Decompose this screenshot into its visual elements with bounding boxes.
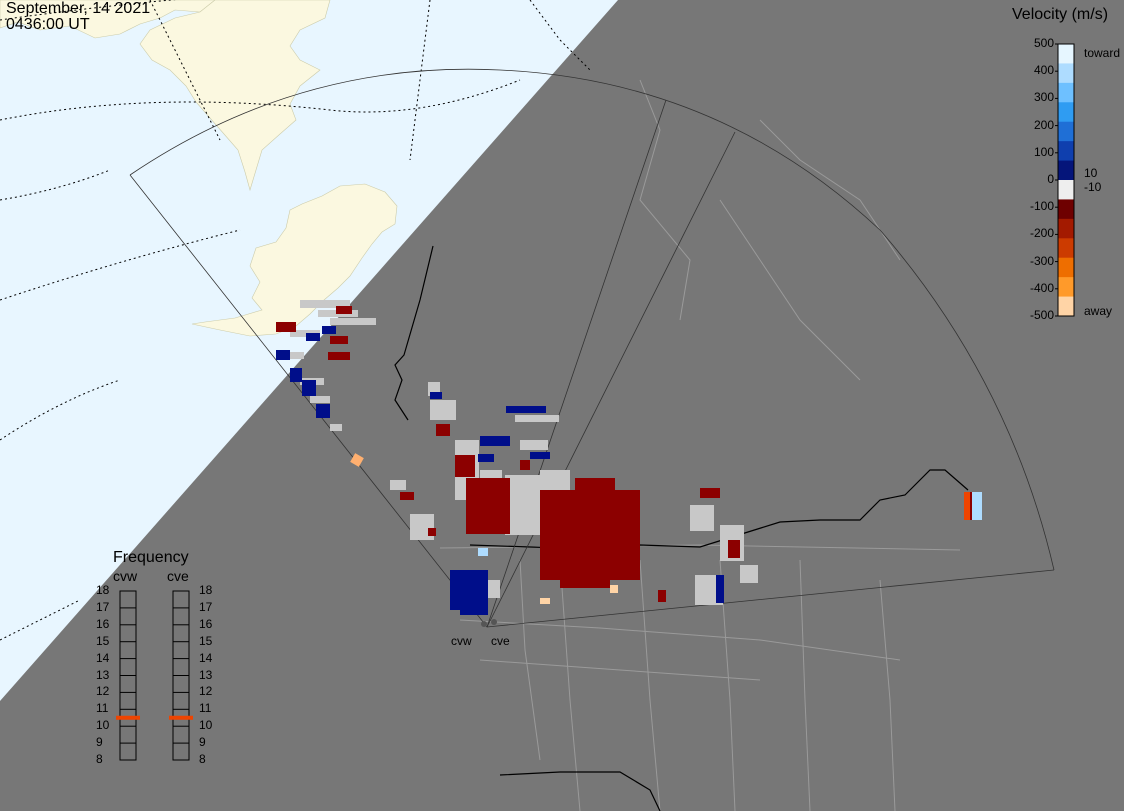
frequency-marker xyxy=(116,715,140,720)
velocity-color-step xyxy=(1058,238,1074,259)
velocity-tick-label: 300 xyxy=(1033,90,1054,105)
frequency-radar-cvw: cvw xyxy=(113,568,138,584)
frequency-tick-label: 18 xyxy=(199,583,213,597)
velocity-color-step xyxy=(1058,121,1074,142)
echo-cells xyxy=(276,300,982,615)
grid-lines xyxy=(0,0,591,641)
velocity-tick-label: -500 xyxy=(1029,308,1054,322)
velocity-color-step xyxy=(1058,199,1074,220)
frequency-tick-label: 12 xyxy=(96,684,110,699)
velocity-color-step xyxy=(1058,82,1074,103)
frequency-bars xyxy=(116,590,193,761)
velocity-toward-label: toward xyxy=(1084,46,1121,60)
frequency-marker xyxy=(169,715,193,720)
velocity-tick-label: 0 xyxy=(1047,172,1054,186)
velocity-tick-label: -200 xyxy=(1029,226,1054,241)
frequency-tick-label: 16 xyxy=(199,616,213,631)
velocity-color-step xyxy=(1058,160,1074,181)
frequency-tick-label: 8 xyxy=(96,752,103,766)
velocity-color-step xyxy=(1058,63,1074,84)
velocity-color-step xyxy=(1058,141,1074,162)
frequency-tick-label: 14 xyxy=(199,650,213,665)
velocity-away-label: away xyxy=(1084,304,1113,318)
frequency-tick-label: 16 xyxy=(96,616,110,631)
frequency-tick-label: 11 xyxy=(96,701,109,716)
radar-site-cve xyxy=(491,619,497,625)
frequency-tick-label: 18 xyxy=(96,583,110,597)
velocity-color-step xyxy=(1058,180,1074,200)
frequency-tick-label: 9 xyxy=(96,735,103,750)
velocity-color-step xyxy=(1058,102,1074,123)
velocity-tick-label: -400 xyxy=(1029,280,1054,295)
frequency-tick-label: 9 xyxy=(199,735,206,750)
frequency-tick-label: 14 xyxy=(96,650,110,665)
frequency-tick-label: 11 xyxy=(199,701,212,716)
siberia-land xyxy=(0,0,216,39)
frequency-tick-label: 13 xyxy=(96,667,110,682)
velocity-color-step xyxy=(1058,257,1074,278)
time-label: 0436:00 UT xyxy=(6,16,90,33)
frequency-radar-cve: cve xyxy=(167,568,189,584)
fov-outline xyxy=(129,68,1055,628)
velocity-neg-small-label: -10 xyxy=(1084,180,1102,194)
velocity-color-step xyxy=(1058,296,1074,317)
frequency-tick-label: 10 xyxy=(199,718,213,733)
frequency-tick-label: 17 xyxy=(96,599,110,614)
frequency-legend-title: Frequency xyxy=(113,549,189,566)
frequency-tick-label: 8 xyxy=(199,752,206,766)
velocity-tick-label: 200 xyxy=(1033,117,1054,132)
velocity-color-step xyxy=(1058,277,1074,298)
velocity-color-step xyxy=(1058,44,1074,64)
velocity-colorbar xyxy=(1055,43,1075,317)
radar-site-cvw xyxy=(481,621,487,627)
date-label: September, 14 2021 xyxy=(6,0,151,17)
velocity-tick-label: -100 xyxy=(1029,199,1054,214)
velocity-tick-label: 500 xyxy=(1033,36,1054,50)
velocity-color-step xyxy=(1058,218,1074,239)
frequency-tick-label: 15 xyxy=(96,633,110,648)
velocity-tick-label: 400 xyxy=(1033,63,1054,78)
frequency-tick-label: 17 xyxy=(199,599,213,614)
frequency-tick-label: 12 xyxy=(199,684,213,699)
frequency-tick-label: 13 xyxy=(199,667,213,682)
frequency-tick-label: 15 xyxy=(199,633,213,648)
alaska-land xyxy=(191,183,398,337)
velocity-legend-title: Velocity (m/s) xyxy=(1012,6,1109,23)
siberia-land-2 xyxy=(139,0,331,192)
velocity-pos-small-label: 10 xyxy=(1084,166,1098,180)
velocity-tick-label: -300 xyxy=(1029,253,1054,268)
velocity-tick-label: 100 xyxy=(1033,144,1054,159)
frequency-tick-label: 10 xyxy=(96,718,110,733)
radar-label-cve: cve xyxy=(491,634,510,648)
radar-label-cvw: cvw xyxy=(451,634,472,648)
